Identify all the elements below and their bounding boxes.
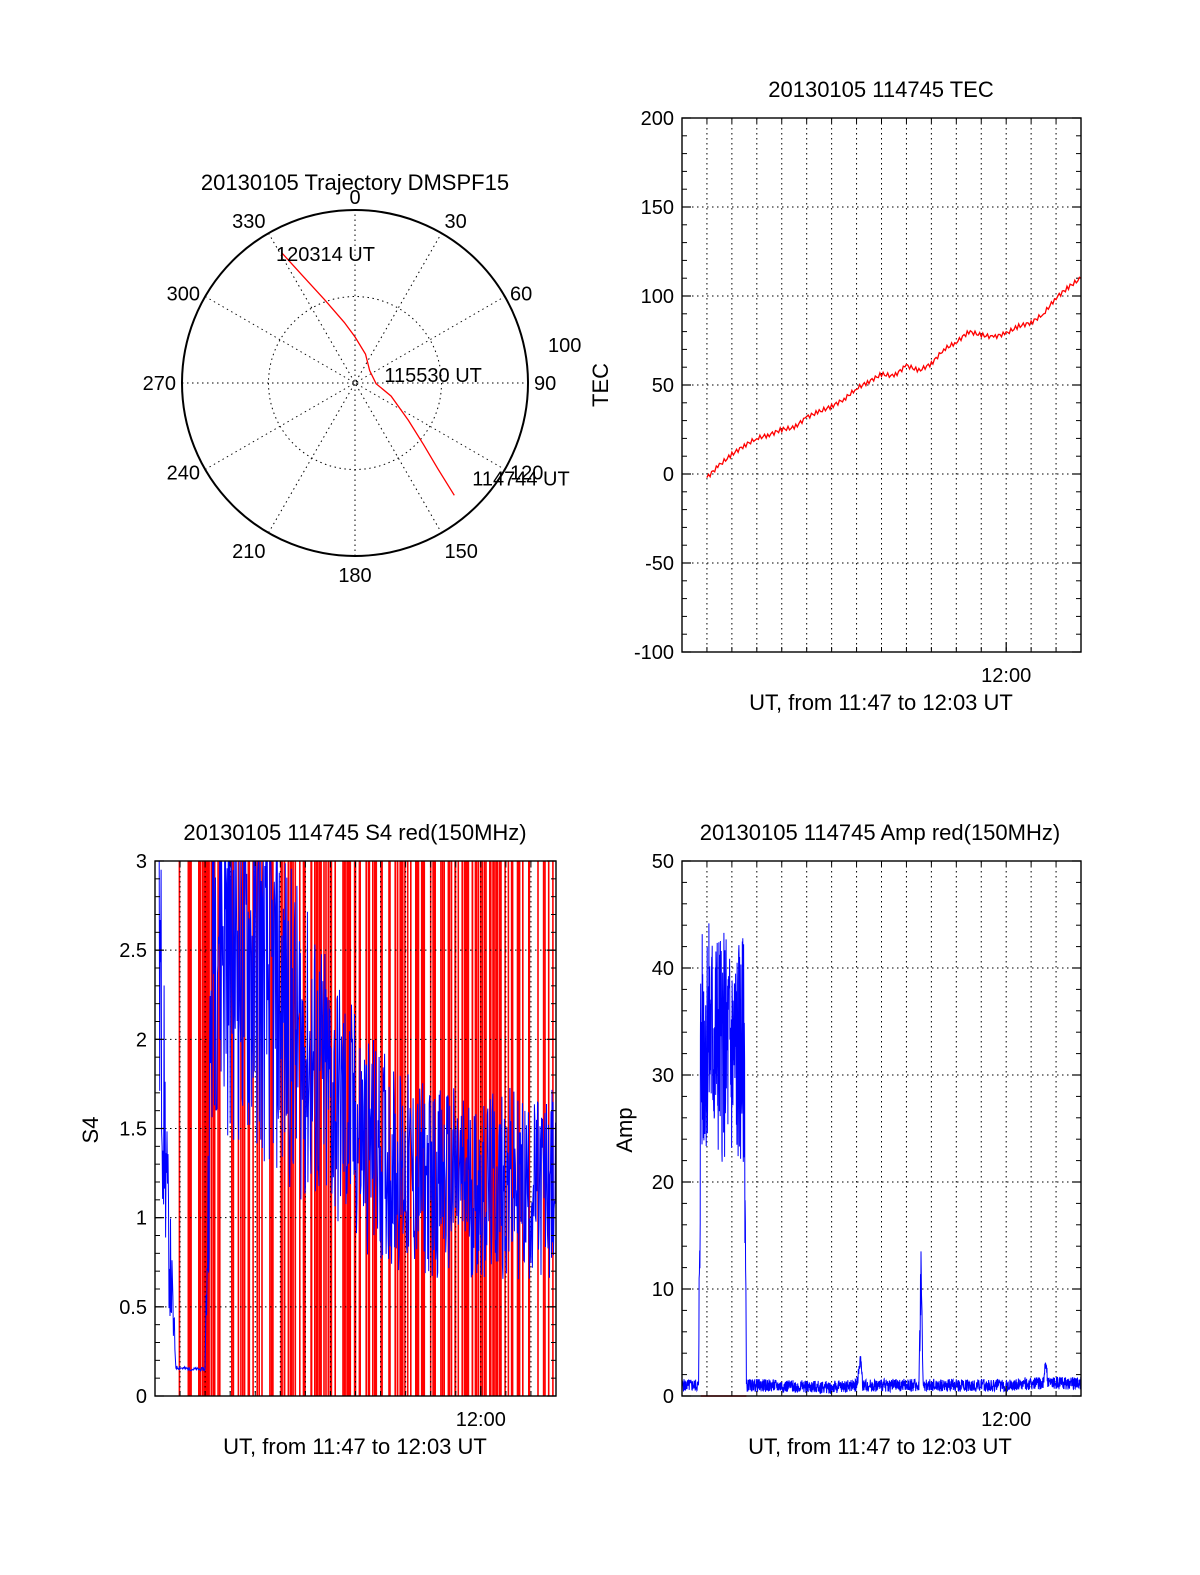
s4-title: 20130105 114745 S4 red(150MHz) (183, 820, 526, 845)
amp-blue-line (681, 923, 1082, 1395)
s4-panel: 20130105 114745 S4 red(150MHz) 0 0.5 1 1.5 2… (78, 820, 557, 1459)
amp-ytick-label: 0 (663, 1386, 674, 1408)
tec-title: 20130105 114745 TEC (768, 77, 994, 102)
s4-ytick-label: 0 (136, 1386, 147, 1408)
polar-angle-labels: 0 30 60 90 120 150 180 210 240 270 300 330 (143, 187, 557, 587)
amp-panel: 20130105 114745 Amp red(150MHz) 0 10 20 30 4… (612, 820, 1082, 1459)
polar-angle-label: 330 (232, 211, 265, 233)
amp-y-ticks: 0 10 20 30 40 50 (652, 851, 1081, 1408)
amp-x-label: UT, from 11:47 to 12:03 UT (748, 1434, 1012, 1459)
amp-y-label: Amp (612, 1107, 637, 1152)
polar-angle-label: 30 (445, 211, 467, 233)
polar-panel: 20130105 Trajectory DMSPF15 0 30 60 90 120 15… (143, 170, 582, 587)
polar-annotations: 120314 UT 115530 UT 114744 UT (276, 244, 570, 491)
trajectory-line (280, 251, 455, 496)
polar-angle-label: 0 (349, 187, 360, 209)
amp-ytick-label: 40 (652, 958, 674, 980)
tec-x-label: UT, from 11:47 to 12:03 UT (749, 690, 1013, 715)
polar-grid-center (352, 380, 358, 386)
polar-title: 20130105 Trajectory DMSPF15 (201, 170, 509, 195)
amp-grid (682, 861, 1081, 1396)
s4-x-ticks: 12:00 (179, 861, 532, 1431)
amp-ytick-label: 20 (652, 1172, 674, 1194)
polar-annotation: 115530 UT (384, 365, 481, 387)
tec-ytick-label: 200 (641, 108, 674, 130)
tec-y-label: TEC (588, 363, 613, 407)
s4-blue-line (158, 860, 556, 1372)
s4-ytick-label: 2.5 (119, 940, 147, 962)
polar-angle-label: 90 (534, 373, 556, 395)
tec-xtick-label: 12:00 (981, 665, 1031, 687)
polar-angle-label: 60 (510, 284, 532, 306)
polar-annotation: 120314 UT (276, 244, 375, 266)
amp-title: 20130105 114745 Amp red(150MHz) (700, 820, 1060, 845)
polar-angle-label: 240 (167, 463, 200, 485)
tec-series-line (706, 276, 1082, 479)
amp-ytick-label: 30 (652, 1065, 674, 1087)
tec-ytick-label: -100 (634, 642, 674, 664)
polar-angle-label: 150 (445, 541, 478, 563)
polar-angle-label: 120 (510, 463, 543, 485)
polar-grid (182, 210, 528, 556)
s4-ytick-label: 1.5 (119, 1119, 147, 1141)
tec-x-ticks: 12:00 (706, 118, 1057, 687)
s4-ytick-label: 1 (136, 1208, 147, 1230)
amp-blue-series (681, 923, 1082, 1395)
amp-x-ticks: 12:00 (706, 861, 1057, 1431)
s4-ytick-label: 0.5 (119, 1297, 147, 1319)
tec-ytick-label: -50 (645, 553, 674, 575)
tec-ytick-label: 150 (641, 197, 674, 219)
tec-y-ticks: -100 -50 0 50 100 150 200 (634, 108, 1081, 664)
polar-angle-label: 180 (338, 565, 371, 587)
amp-ytick-label: 50 (652, 851, 674, 873)
amp-ytick-label: 10 (652, 1279, 674, 1301)
tec-panel: 20130105 114745 TEC -100-50050100150200 … (588, 77, 1082, 715)
s4-blue-series (158, 860, 556, 1372)
polar-angle-label: 210 (232, 541, 265, 563)
tec-plot-frame (681, 117, 1082, 653)
tec-ytick-label: 100 (641, 286, 674, 308)
s4-x-label: UT, from 11:47 to 12:03 UT (223, 1434, 487, 1459)
s4-ytick-label: 2 (136, 1029, 147, 1051)
s4-y-label: S4 (78, 1117, 103, 1144)
s4-ytick-label: 3 (136, 851, 147, 873)
amp-plot-frame (681, 860, 1082, 1397)
polar-angle-label: 300 (167, 284, 200, 306)
tec-ytick-label: 0 (663, 464, 674, 486)
amp-xtick-label: 12:00 (981, 1409, 1031, 1431)
polar-radius-label: 100 (548, 335, 581, 357)
polar-annotation: 114744 UT (472, 469, 569, 491)
s4-plot-frame (154, 860, 557, 1397)
s4-y-ticks: 0 0.5 1 1.5 2 2.5 3 (119, 851, 556, 1408)
tec-ytick-label: 50 (652, 375, 674, 397)
tec-grid (682, 118, 1081, 652)
s4-xtick-label: 12:00 (456, 1409, 506, 1431)
polar-angle-label: 270 (143, 373, 176, 395)
polar-outer-ring (181, 209, 529, 557)
